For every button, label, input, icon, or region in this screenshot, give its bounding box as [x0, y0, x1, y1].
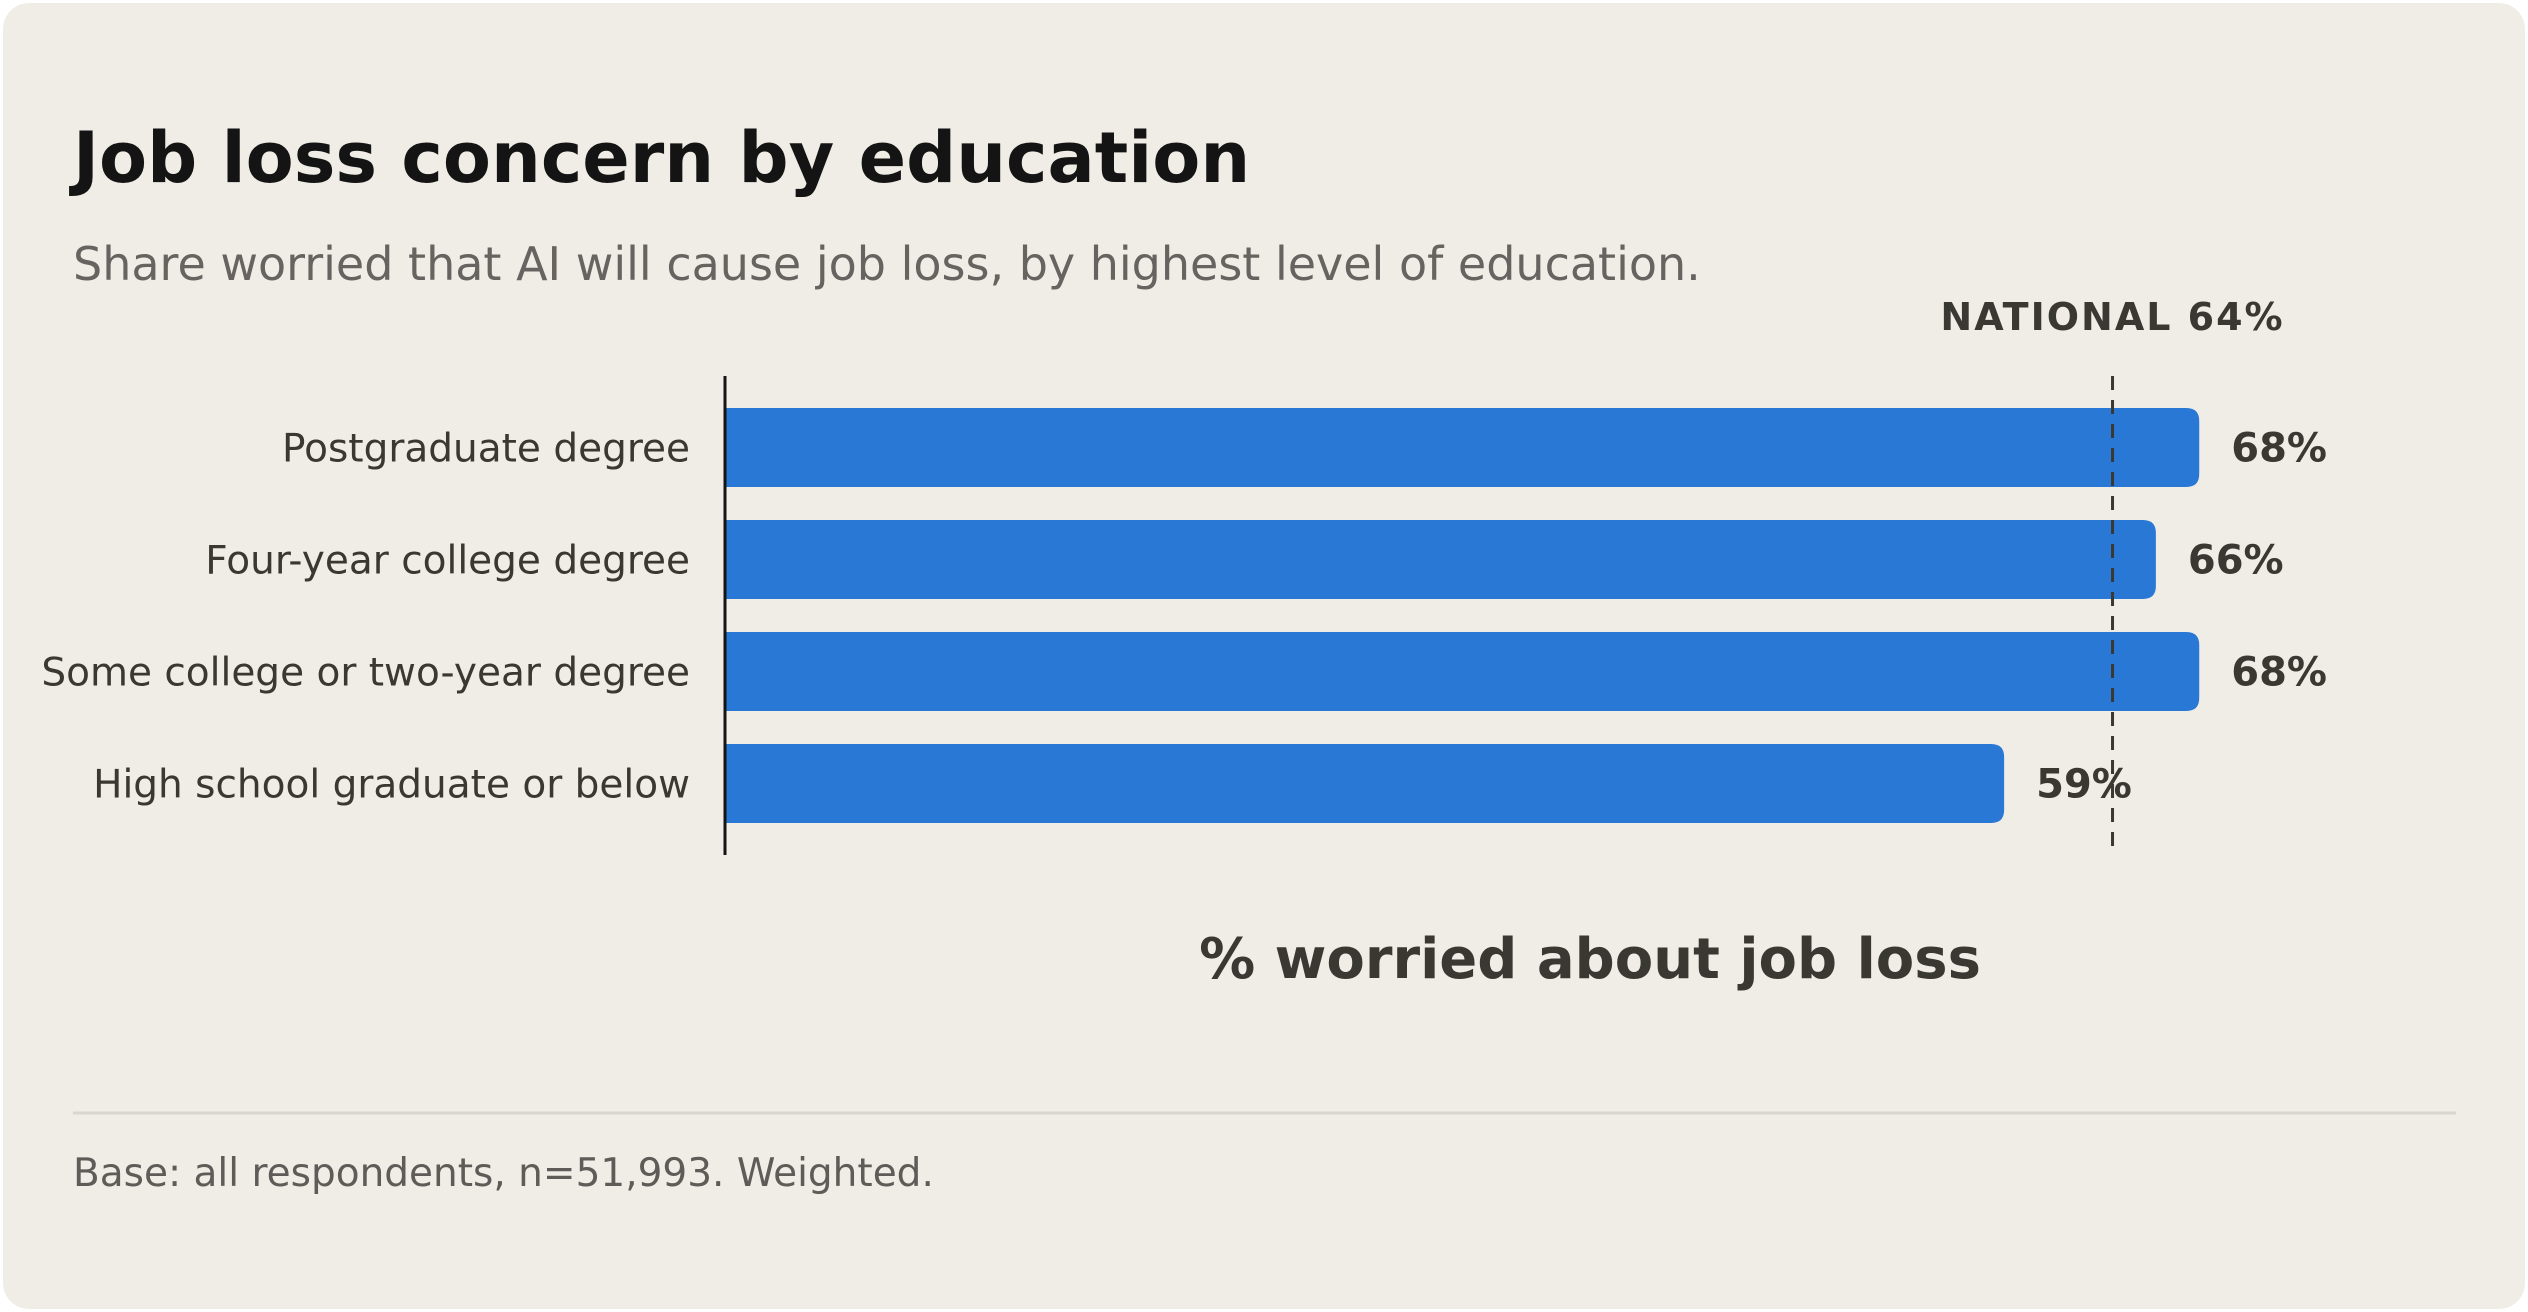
x-axis-label: % worried about job loss	[1199, 927, 1981, 992]
bar	[725, 632, 2200, 711]
y-tick-label: Some college or two-year degree	[41, 651, 690, 696]
footnote: Base: all respondents, n=51,993. Weighte…	[73, 1151, 934, 1196]
bar	[725, 408, 2200, 487]
bar	[725, 744, 2005, 823]
value-label: 68%	[2231, 426, 2327, 472]
value-label: 68%	[2231, 650, 2327, 696]
value-label: 59%	[2036, 762, 2132, 808]
y-tick-label: Postgraduate degree	[282, 427, 690, 472]
chart-title: Job loss concern by education	[69, 117, 1250, 199]
y-tick-label: Four-year college degree	[205, 539, 690, 584]
y-tick-label: High school graduate or below	[93, 763, 690, 808]
value-label: 66%	[2188, 538, 2284, 584]
bar	[725, 520, 2156, 599]
chart-subtitle: Share worried that AI will cause job los…	[73, 237, 1701, 291]
reference-label: NATIONAL 64%	[1940, 295, 2284, 339]
